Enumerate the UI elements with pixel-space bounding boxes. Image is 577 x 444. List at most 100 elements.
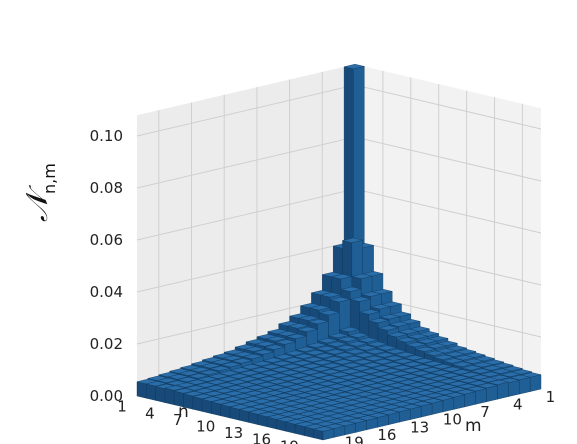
bar-top (174, 388, 195, 394)
bar-top (373, 358, 394, 365)
bar-top (391, 364, 413, 371)
bar-top (353, 359, 374, 365)
bar-top (269, 373, 290, 379)
bar-top (340, 368, 361, 375)
bar-top (352, 397, 374, 403)
bar-face-m (529, 374, 542, 392)
bar-top (248, 373, 270, 379)
z-tick-label: 0.02 (90, 335, 123, 353)
bar-top (188, 373, 209, 379)
bar-top (222, 396, 243, 402)
bar-top (429, 375, 450, 382)
bar-top (339, 326, 360, 333)
bar-top (271, 398, 293, 404)
bar-top (338, 374, 360, 381)
bar-top (293, 392, 315, 398)
bar-top (312, 359, 333, 366)
bar-top (216, 382, 237, 388)
n-tick-label: 13 (410, 418, 429, 436)
bar-top (435, 389, 456, 396)
bar-top (212, 393, 234, 399)
bar-top (301, 363, 323, 369)
m-axis-label: m (465, 416, 482, 436)
bar-top (192, 393, 214, 400)
bar-top (222, 355, 243, 361)
bar-top (205, 385, 226, 391)
bar-top (388, 376, 409, 383)
bar-top (377, 379, 399, 386)
bar-top (393, 396, 414, 402)
bar-top (422, 361, 444, 367)
bar-top (359, 374, 380, 380)
bar-top (354, 352, 375, 358)
bar-top (244, 346, 265, 352)
bar-top (239, 406, 260, 413)
m-tick-label: 4 (145, 404, 155, 422)
z-axis-label: 𝒩 n,m (20, 163, 59, 222)
bar-top (408, 376, 430, 382)
bar-top (368, 377, 389, 383)
bar-top (197, 376, 218, 382)
bar-top (402, 361, 424, 367)
bar-top (244, 390, 265, 396)
bar-top (394, 390, 416, 396)
bar-top (378, 325, 399, 331)
bar-top (342, 237, 363, 243)
bar-top (178, 370, 200, 376)
bar-top (405, 387, 426, 394)
bar-top (363, 355, 385, 362)
bar-top (186, 379, 207, 385)
bar-top (433, 354, 455, 360)
bar-top (306, 342, 327, 348)
bar-top (344, 63, 365, 70)
bar-top (412, 364, 433, 370)
bar-top (294, 353, 315, 359)
bar-top (449, 375, 470, 381)
bar-top (355, 386, 377, 392)
bar-top (282, 395, 304, 401)
bar-top (287, 378, 308, 384)
bar-top (265, 384, 287, 390)
bar-top (478, 377, 500, 383)
bar-top (360, 368, 382, 374)
bar-top (426, 343, 447, 349)
bar-top (253, 349, 274, 355)
bar-top (382, 399, 403, 405)
bar-top (210, 365, 231, 372)
bar-top (314, 353, 335, 359)
bar-face-m (475, 388, 487, 405)
bar-top (164, 385, 186, 391)
bar-top (329, 408, 350, 414)
bar-top (295, 346, 316, 352)
bar-top (432, 363, 453, 370)
bar-top (273, 392, 294, 399)
bar-top (281, 400, 302, 407)
bar-top (290, 366, 312, 372)
bar-top (214, 388, 235, 394)
bar-top (450, 369, 472, 375)
bar-top (321, 362, 343, 369)
bar-top (231, 398, 252, 405)
bar-top (324, 389, 346, 395)
bar-top (278, 375, 299, 382)
bar-top (200, 363, 222, 369)
bar-top (396, 337, 417, 343)
bar-top (275, 387, 296, 393)
bar-top (157, 377, 178, 384)
bar-top (268, 409, 290, 415)
bar-top (321, 400, 342, 406)
bar-top (304, 389, 325, 395)
bar-top (313, 392, 335, 398)
bar-top (357, 415, 378, 421)
n-tick-label: 16 (377, 426, 396, 444)
bar-top (425, 387, 447, 393)
bar-top (292, 398, 313, 404)
bar-top (488, 379, 509, 385)
bar-top (262, 395, 283, 402)
bar-top (298, 375, 319, 381)
bar-top (227, 379, 248, 385)
n-axis-label: n (178, 402, 189, 422)
bar-top (318, 375, 340, 381)
bar-face-n (136, 381, 147, 399)
